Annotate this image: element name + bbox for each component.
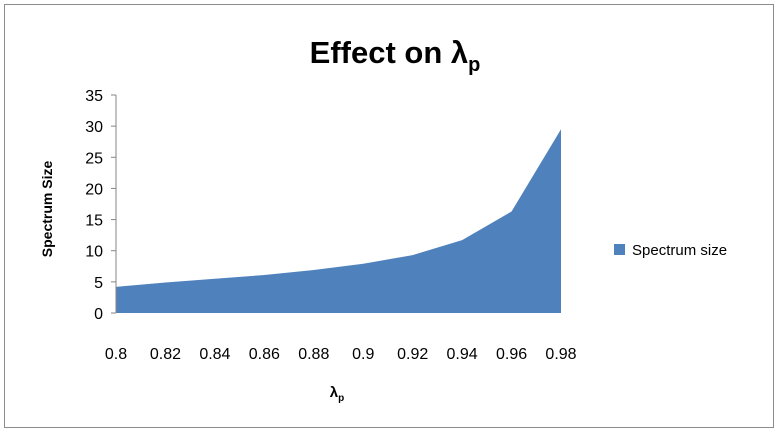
y-tick-label: 15 [85,213,103,230]
x-tick-label: 0.82 [150,346,181,363]
x-tick-label: 0.86 [249,346,280,363]
x-tick-label: 0.9 [352,346,374,363]
chart-title-subscript: p [468,54,480,76]
x-tick-label: 0.84 [199,346,230,363]
legend-swatch [614,244,625,255]
x-tick-label: 0.96 [496,346,527,363]
legend-label: Spectrum size [632,242,727,259]
x-axis-label: λp [330,384,344,404]
x-axis-label-text: λ [330,384,339,401]
chart-frame: Effect on λp 0 5 10 15 20 25 30 35 0.8 0.82 0.84 0… [4,4,774,428]
y-tick-label: 0 [94,306,103,323]
y-tick-label: 20 [85,181,103,198]
x-tick-label: 0.94 [447,346,478,363]
y-axis: 0 5 10 15 20 25 30 35 [85,88,117,323]
y-axis-label: Spectrum Size [39,161,55,258]
x-tick-label: 0.98 [545,346,576,363]
series-area [116,129,561,313]
y-tick-label: 35 [85,88,103,105]
chart-title-text: Effect on λ [310,35,468,70]
y-tick-label: 5 [94,275,103,292]
y-tick-label: 30 [85,119,103,136]
y-tick-label: 10 [85,244,103,261]
x-axis: 0.8 0.82 0.84 0.86 0.88 0.9 0.92 0.94 0.96 0.98 [105,346,577,363]
plot-area [115,129,562,313]
x-tick-label: 0.92 [397,346,428,363]
x-tick-label: 0.8 [105,346,127,363]
x-axis-label-subscript: p [338,393,344,404]
legend: Spectrum size [614,242,727,259]
y-tick-label: 25 [85,150,103,167]
x-tick-label: 0.88 [298,346,329,363]
chart-title: Effect on λp [310,35,481,76]
